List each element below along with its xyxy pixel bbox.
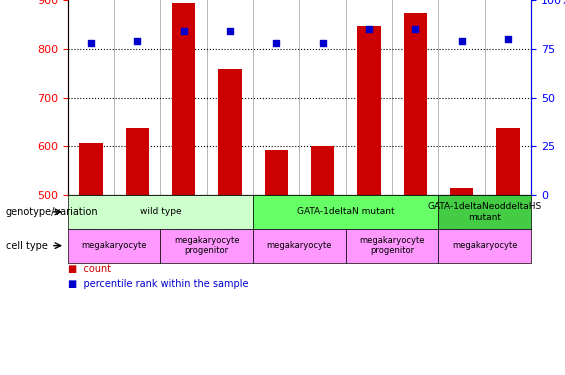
- Bar: [450, 188, 473, 195]
- Text: wild type: wild type: [140, 207, 181, 216]
- Point: [133, 38, 142, 44]
- Point: [457, 38, 466, 44]
- Text: megakaryocyte: megakaryocyte: [267, 241, 332, 250]
- Text: megakaryocyte
progenitor: megakaryocyte progenitor: [359, 236, 425, 255]
- Point: [318, 40, 327, 46]
- Point: [86, 40, 95, 46]
- Bar: [403, 13, 427, 195]
- Bar: [497, 128, 520, 195]
- Text: genotype/variation: genotype/variation: [6, 207, 98, 217]
- Point: [272, 40, 281, 46]
- Point: [225, 28, 234, 34]
- Text: cell type: cell type: [6, 241, 47, 250]
- Text: megakaryocyte
progenitor: megakaryocyte progenitor: [174, 236, 240, 255]
- Point: [364, 26, 373, 32]
- Text: ■  percentile rank within the sample: ■ percentile rank within the sample: [68, 279, 248, 289]
- Bar: [172, 3, 195, 195]
- Text: megakaryocyte: megakaryocyte: [81, 241, 147, 250]
- Text: ■  count: ■ count: [68, 264, 111, 274]
- Bar: [358, 26, 381, 195]
- Point: [179, 28, 188, 34]
- Point: [503, 36, 512, 42]
- Bar: [311, 146, 334, 195]
- Bar: [264, 150, 288, 195]
- Text: megakaryocyte: megakaryocyte: [452, 241, 518, 250]
- Bar: [125, 128, 149, 195]
- Bar: [79, 143, 103, 195]
- Bar: [218, 69, 242, 195]
- Point: [411, 26, 420, 32]
- Text: GATA-1deltaN mutant: GATA-1deltaN mutant: [297, 207, 394, 216]
- Text: GATA-1deltaNeoddeltaHS
mutant: GATA-1deltaNeoddeltaHS mutant: [428, 202, 542, 222]
